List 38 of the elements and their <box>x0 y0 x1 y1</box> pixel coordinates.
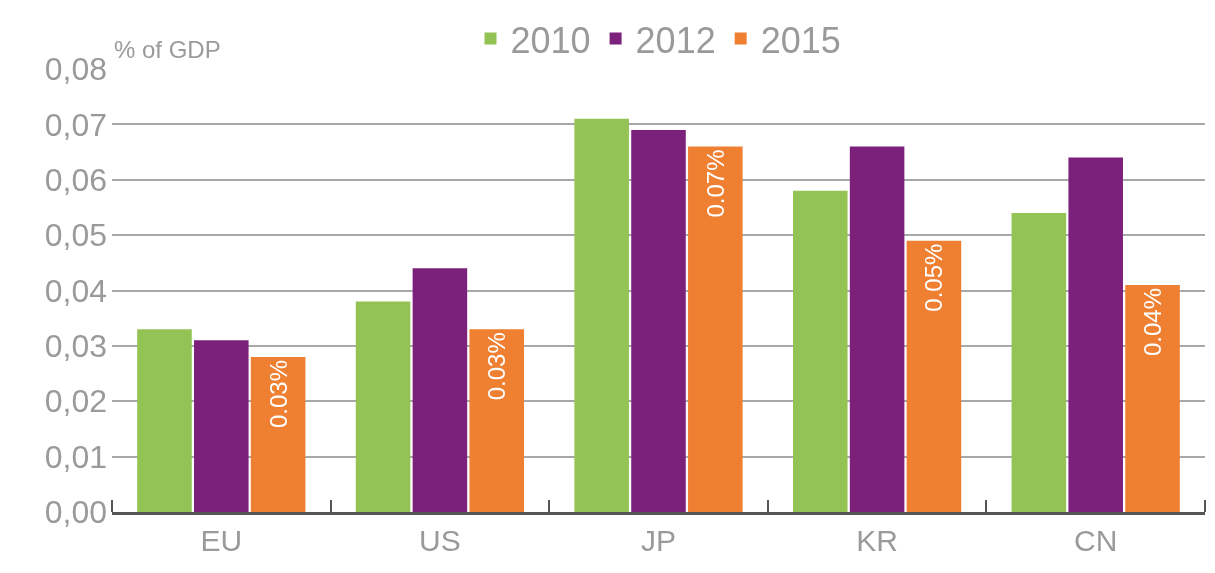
y-tick-label: 0,07 <box>44 106 107 143</box>
legend-label: 2015 <box>760 19 841 61</box>
bar <box>194 340 249 512</box>
bar <box>1011 212 1067 512</box>
y-tick-label: 0,06 <box>44 161 107 198</box>
bar <box>137 329 192 512</box>
bar <box>412 268 468 512</box>
x-tick-label: KR <box>856 524 898 557</box>
y-tick-label: 0,00 <box>44 494 107 531</box>
bar <box>250 356 306 512</box>
x-tick-label: EU <box>200 524 243 557</box>
bar <box>631 129 686 512</box>
bar <box>355 301 411 512</box>
legend-label: 2010 <box>510 19 591 61</box>
y-axis-title: % of GDP <box>114 36 221 63</box>
data-label: 0.07% <box>701 149 729 218</box>
y-tick-label: 0,02 <box>44 383 107 420</box>
data-label: 0.03% <box>264 359 292 429</box>
y-tick-label: 0,05 <box>44 217 107 254</box>
bar <box>1068 157 1123 512</box>
y-tick-label: 0,08 <box>44 51 107 88</box>
bar <box>906 240 962 512</box>
data-label: 0.03% <box>483 332 511 401</box>
x-tick-label: US <box>419 524 461 557</box>
bar <box>469 329 525 512</box>
y-tick-label: 0,03 <box>44 328 107 365</box>
legend-label: 2012 <box>635 19 716 61</box>
x-tick-label: JP <box>640 524 677 557</box>
y-tick-label: 0,04 <box>44 272 107 309</box>
x-tick-label: CN <box>1074 524 1118 557</box>
bar <box>849 146 905 512</box>
bar <box>688 146 743 512</box>
bar <box>1125 284 1180 512</box>
y-tick-label: 0,01 <box>44 438 107 475</box>
data-label: 0.04% <box>1139 287 1167 357</box>
bar <box>574 118 629 512</box>
bar <box>792 190 848 512</box>
data-label: 0.05% <box>920 243 948 312</box>
